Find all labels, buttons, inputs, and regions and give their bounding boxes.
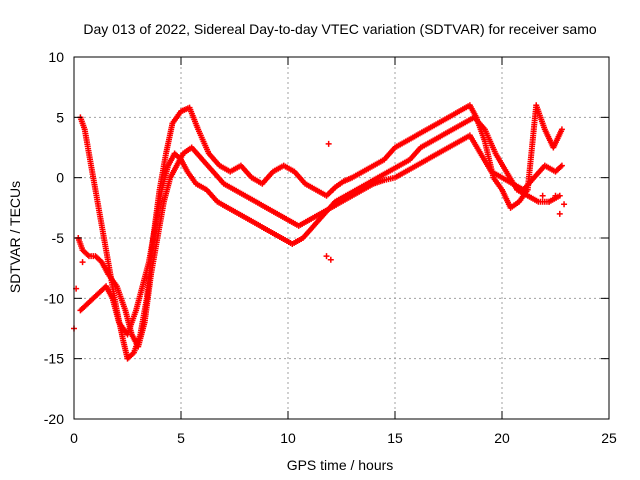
- y-axis-label: SDTVAR / TECUs: [7, 181, 23, 293]
- data-point: [323, 253, 330, 260]
- data-point: [558, 126, 565, 133]
- x-tick-label: 25: [601, 430, 617, 446]
- x-tick-label: 20: [494, 430, 510, 446]
- data-point: [561, 201, 568, 208]
- data-point: [79, 259, 86, 266]
- y-tick-label: -10: [44, 290, 64, 306]
- data-points: [71, 102, 568, 362]
- x-tick-label: 10: [280, 430, 296, 446]
- y-tick-label: -15: [44, 351, 64, 367]
- x-tick-label: 15: [387, 430, 403, 446]
- data-point: [546, 198, 553, 205]
- chart-title: Day 013 of 2022, Sidereal Day-to-day VTE…: [83, 21, 596, 37]
- y-tick-label: 5: [56, 109, 64, 125]
- x-tick-label: 5: [177, 430, 185, 446]
- data-point: [558, 162, 565, 169]
- x-axis-label: GPS time / hours: [287, 457, 394, 473]
- y-tick-label: -20: [44, 411, 64, 427]
- data-point: [539, 192, 546, 199]
- y-tick-label: 0: [56, 170, 64, 186]
- data-point: [556, 210, 563, 217]
- data-point: [329, 186, 336, 193]
- axis-ticks: 0 5 10 15 20 25 -20 -15 -10 -5 0 5 10: [44, 49, 617, 446]
- data-point: [327, 256, 334, 263]
- data-point: [325, 140, 332, 147]
- data-point: [552, 192, 559, 199]
- grid: [74, 57, 609, 419]
- y-tick-label: -5: [52, 230, 65, 246]
- x-tick-label: 0: [70, 430, 78, 446]
- y-tick-label: 10: [48, 49, 64, 65]
